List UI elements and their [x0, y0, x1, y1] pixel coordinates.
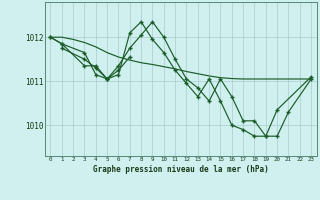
X-axis label: Graphe pression niveau de la mer (hPa): Graphe pression niveau de la mer (hPa)	[93, 165, 269, 174]
